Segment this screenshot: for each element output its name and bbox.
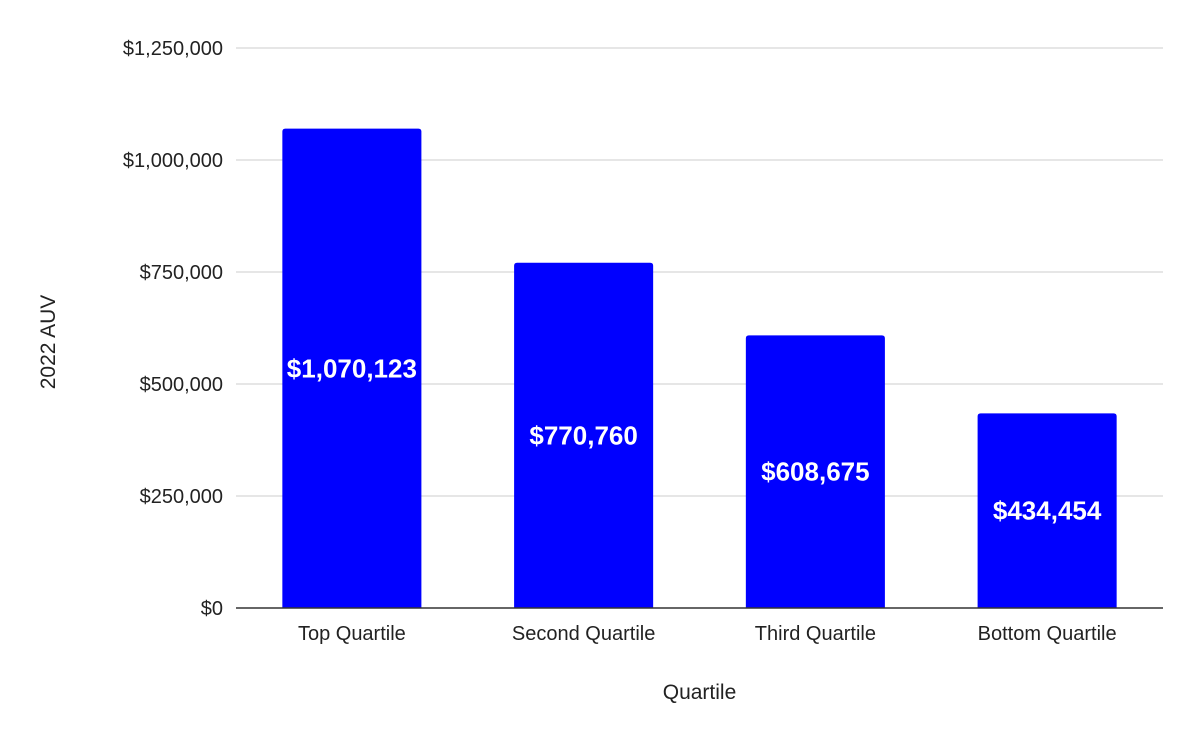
x-axis-tick-labels: Top Quartile Second Quartile Third Quartil…: [298, 623, 1117, 645]
y-axis-tick-labels: $0 $250,000 $500,000 $750,000 $1,000,000 $1,2…: [123, 38, 223, 620]
y-tick-label: $250,000: [140, 486, 223, 508]
x-tick-label: Second Quartile: [512, 623, 655, 645]
bar: [745, 335, 885, 608]
bar: [282, 128, 422, 608]
y-tick-label: $1,000,000: [123, 150, 223, 172]
y-tick-label: $1,250,000: [123, 38, 223, 60]
bar: [977, 413, 1117, 608]
y-tick-label: $750,000: [140, 262, 223, 284]
x-axis-title: Quartile: [663, 681, 737, 704]
data-labels: $1,070,123 $770,760 $608,675 $434,454: [287, 353, 1102, 525]
y-tick-label: $0: [201, 598, 223, 620]
y-tick-label: $500,000: [140, 374, 223, 396]
data-label: $434,454: [993, 496, 1102, 526]
x-tick-label: Bottom Quartile: [978, 623, 1117, 645]
data-label: $1,070,123: [287, 353, 417, 383]
bar: [514, 262, 654, 608]
bars: [282, 128, 1117, 608]
x-tick-label: Third Quartile: [755, 623, 876, 645]
data-label: $608,675: [761, 457, 869, 487]
y-axis-title: 2022 AUV: [37, 295, 60, 390]
data-label: $770,760: [529, 420, 637, 450]
x-tick-label: Top Quartile: [298, 623, 406, 645]
